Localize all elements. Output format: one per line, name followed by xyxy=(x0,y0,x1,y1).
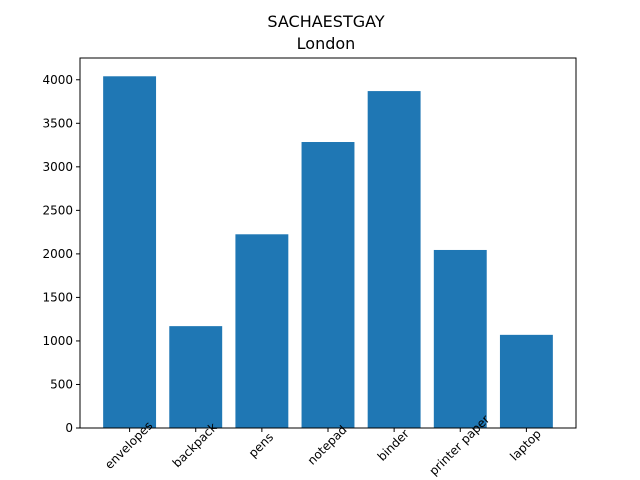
bar-backpack xyxy=(169,326,223,428)
bar-printer-paper xyxy=(433,249,487,428)
chart-subtitle: London xyxy=(297,34,356,53)
y-axis: 0 500 1000 1500 2000 2500 3000 3500 4000 xyxy=(42,73,80,435)
y-tick-label: 0 xyxy=(65,421,73,435)
x-tick-label: binder xyxy=(375,427,412,464)
bar-notepad xyxy=(301,142,355,428)
bars-group xyxy=(103,76,553,429)
y-tick-label: 2500 xyxy=(42,203,73,217)
x-tick-label: pens xyxy=(246,430,276,460)
bar-envelopes xyxy=(103,76,157,429)
chart-title: SACHAESTGAY xyxy=(267,12,384,31)
y-tick-label: 2000 xyxy=(42,247,73,261)
y-tick-label: 4000 xyxy=(42,73,73,87)
bar-pens xyxy=(235,234,289,428)
bar-binder xyxy=(367,91,421,429)
y-tick-label: 1000 xyxy=(42,334,73,348)
plot-frame xyxy=(79,57,577,429)
y-tick-label: 500 xyxy=(50,377,73,391)
y-tick-label: 1500 xyxy=(42,290,73,304)
x-tick-label: laptop xyxy=(507,427,544,464)
bar-laptop xyxy=(499,334,553,428)
y-tick-label: 3500 xyxy=(42,116,73,130)
x-tick-label: notepad xyxy=(305,423,350,468)
y-tick-label: 3000 xyxy=(42,160,73,174)
